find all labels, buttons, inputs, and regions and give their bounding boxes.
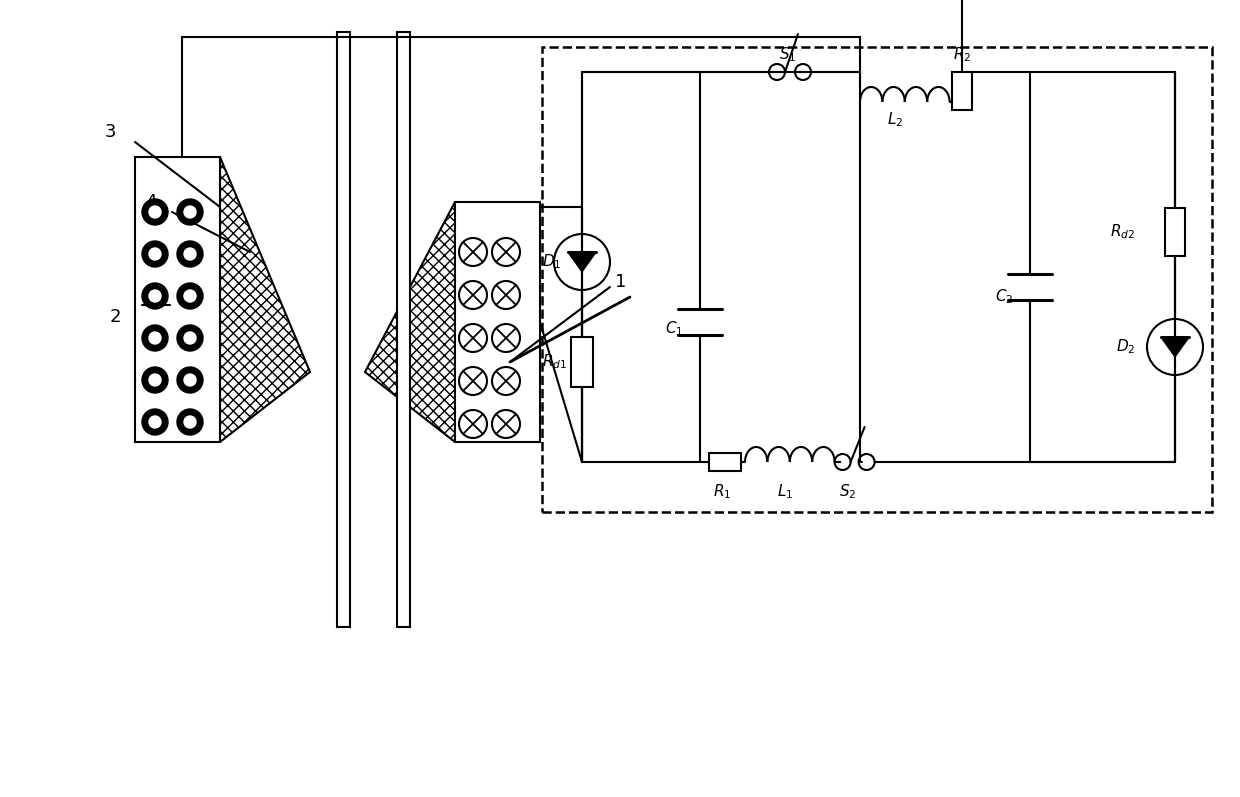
Bar: [1166, 208, 1185, 256]
Circle shape: [177, 241, 203, 267]
Bar: [709, 453, 742, 471]
Circle shape: [149, 248, 161, 260]
Bar: [337, 32, 350, 627]
Circle shape: [184, 290, 196, 302]
Text: $R_{d1}$: $R_{d1}$: [542, 352, 567, 371]
Circle shape: [177, 199, 203, 225]
Circle shape: [143, 409, 167, 435]
Circle shape: [184, 332, 196, 344]
Text: $C_1$: $C_1$: [665, 320, 683, 339]
Text: $R_{d2}$: $R_{d2}$: [1110, 222, 1135, 241]
Circle shape: [184, 206, 196, 218]
Circle shape: [143, 325, 167, 351]
Bar: [952, 72, 972, 110]
Polygon shape: [219, 157, 310, 442]
Circle shape: [143, 367, 167, 393]
Circle shape: [143, 241, 167, 267]
Text: $S_2$: $S_2$: [839, 482, 857, 501]
Circle shape: [149, 290, 161, 302]
Circle shape: [177, 283, 203, 309]
Text: $R_2$: $R_2$: [952, 45, 971, 64]
Circle shape: [143, 199, 167, 225]
Circle shape: [184, 248, 196, 260]
Bar: [455, 202, 539, 442]
Text: 2: 2: [110, 308, 122, 326]
Circle shape: [149, 206, 161, 218]
Bar: [570, 337, 593, 387]
Text: 1: 1: [615, 273, 626, 291]
Circle shape: [177, 367, 203, 393]
Circle shape: [149, 332, 161, 344]
Circle shape: [177, 409, 203, 435]
Circle shape: [143, 283, 167, 309]
Text: 4: 4: [145, 193, 156, 211]
Circle shape: [184, 374, 196, 386]
Text: $S_1$: $S_1$: [779, 45, 796, 64]
Text: $C_2$: $C_2$: [994, 288, 1013, 306]
Text: $D_2$: $D_2$: [1116, 338, 1135, 356]
Bar: [542, 47, 1211, 512]
Circle shape: [149, 374, 161, 386]
Circle shape: [184, 416, 196, 428]
Bar: [135, 157, 219, 442]
Polygon shape: [1161, 337, 1189, 357]
Polygon shape: [568, 252, 596, 272]
Polygon shape: [365, 202, 455, 442]
Circle shape: [177, 325, 203, 351]
Bar: [397, 32, 410, 627]
Text: 3: 3: [105, 123, 117, 141]
Text: $R_1$: $R_1$: [713, 482, 732, 501]
Text: $D_1$: $D_1$: [542, 253, 562, 271]
Text: $L_2$: $L_2$: [887, 110, 903, 128]
Text: $L_1$: $L_1$: [777, 482, 794, 501]
Circle shape: [149, 416, 161, 428]
